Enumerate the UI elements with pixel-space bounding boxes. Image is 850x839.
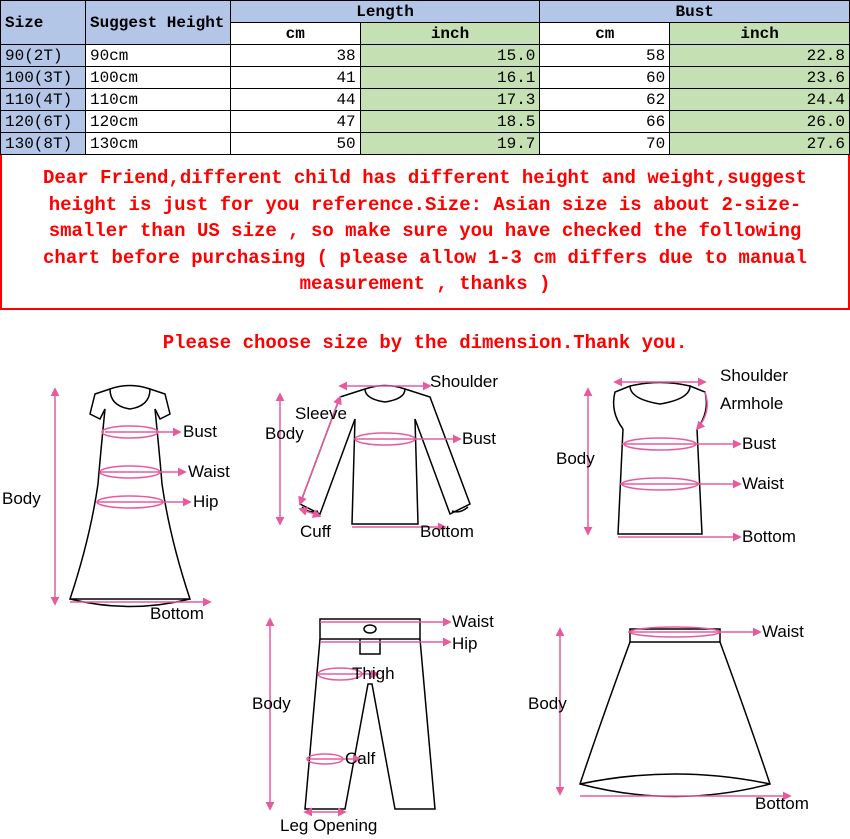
label-body-5: Body [528,694,567,714]
cell-len-cm: 41 [230,67,360,89]
table-header-row-1: Size Suggest Height Length Bust [1,1,850,23]
hdr-bust: Bust [540,1,850,23]
label-calf: Calf [345,749,375,769]
table-row: 110(4T)110cm4417.36224.4 [1,89,850,111]
label-body-2: Body [265,424,304,444]
hdr-length-inch: inch [360,23,540,45]
hdr-size: Size [1,1,86,45]
cell-bust-cm: 58 [540,45,670,67]
label-bust-3: Bust [742,434,776,454]
table-row: 100(3T)100cm4116.16023.6 [1,67,850,89]
cell-bust-inch: 27.6 [670,133,850,155]
label-bottom: Bottom [150,604,204,624]
cell-len-cm: 47 [230,111,360,133]
hdr-bust-inch: inch [670,23,850,45]
label-body-3: Body [556,449,595,469]
label-bottom-2: Bottom [420,522,474,542]
cell-bust-inch: 26.0 [670,111,850,133]
label-thigh: Thigh [352,664,395,684]
cell-size: 120(6T) [1,111,86,133]
size-chart-table: Size Suggest Height Length Bust cm inch … [0,0,850,155]
label-waist-3: Waist [452,612,494,632]
label-bust: Bust [183,422,217,442]
label-armhole: Armhole [720,394,783,414]
label-cuff: Cuff [300,522,331,542]
cell-size: 110(4T) [1,89,86,111]
label-bust-2: Bust [462,429,496,449]
hdr-suggest-height: Suggest Height [85,1,230,45]
label-hip-2: Hip [452,634,478,654]
cell-len-inch: 17.3 [360,89,540,111]
cell-size: 100(3T) [1,67,86,89]
cell-bust-cm: 62 [540,89,670,111]
cell-len-inch: 16.1 [360,67,540,89]
diagram-pants [305,619,435,809]
label-body: Body [2,489,41,509]
hdr-length: Length [230,1,540,23]
cell-len-inch: 19.7 [360,133,540,155]
diagram-skirt [580,629,770,797]
label-shoulder: Shoulder [430,372,498,392]
cell-height: 130cm [85,133,230,155]
cell-size: 130(8T) [1,133,86,155]
cell-len-cm: 38 [230,45,360,67]
label-shoulder-2: Shoulder [720,366,788,386]
cell-len-cm: 50 [230,133,360,155]
cell-len-cm: 44 [230,89,360,111]
label-waist: Waist [188,462,230,482]
label-sleeve: Sleeve [295,404,347,424]
cell-len-inch: 18.5 [360,111,540,133]
choose-size-text: Please choose size by the dimension.Than… [0,332,850,354]
table-row: 130(8T)130cm5019.77027.6 [1,133,850,155]
cell-bust-inch: 22.8 [670,45,850,67]
label-waist-4: Waist [762,622,804,642]
cell-size: 90(2T) [1,45,86,67]
label-hip: Hip [193,492,219,512]
label-waist-2: Waist [742,474,784,494]
cell-bust-cm: 70 [540,133,670,155]
label-bottom-4: Bottom [755,794,809,814]
label-leg-opening: Leg Opening [280,816,377,836]
label-bottom-3: Bottom [742,527,796,547]
hdr-length-cm: cm [230,23,360,45]
hdr-bust-cm: cm [540,23,670,45]
warning-text-box: Dear Friend,different child has differen… [0,155,850,310]
diagram-sleeveless [614,382,707,534]
cell-bust-cm: 66 [540,111,670,133]
cell-len-inch: 15.0 [360,45,540,67]
cell-height: 100cm [85,67,230,89]
cell-bust-inch: 24.4 [670,89,850,111]
table-row: 90(2T)90cm3815.05822.8 [1,45,850,67]
cell-height: 120cm [85,111,230,133]
cell-height: 90cm [85,45,230,67]
cell-height: 110cm [85,89,230,111]
measurement-diagrams: Body Bust Waist Hip Bottom Body Sleeve S… [0,364,850,839]
cell-bust-cm: 60 [540,67,670,89]
cell-bust-inch: 23.6 [670,67,850,89]
table-row: 120(6T)120cm4718.56626.0 [1,111,850,133]
label-body-4: Body [252,694,291,714]
